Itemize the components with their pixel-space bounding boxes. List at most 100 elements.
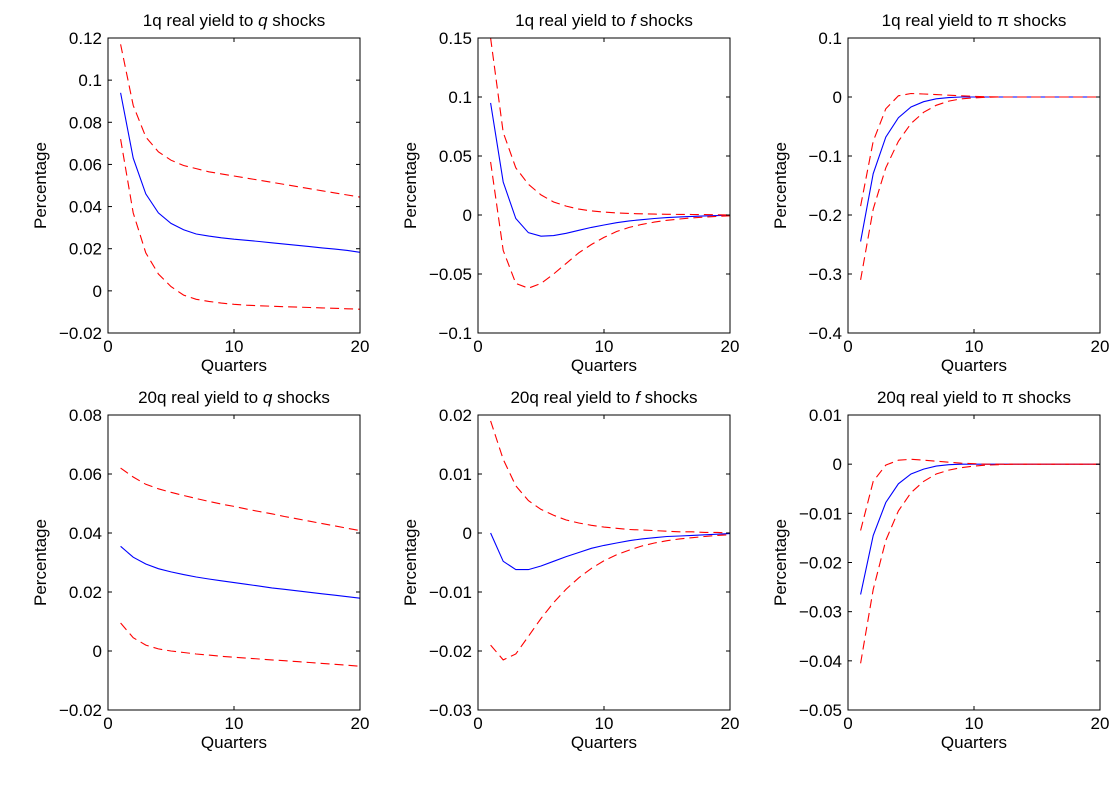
y-tick-label: −0.02 xyxy=(799,554,842,573)
series-upper-band xyxy=(490,38,730,216)
series-lower-band xyxy=(120,622,360,667)
series-group xyxy=(120,467,360,667)
y-tick-label: −0.03 xyxy=(429,701,472,720)
series-upper-band xyxy=(860,92,1100,207)
y-tick-label: 0.08 xyxy=(69,113,102,132)
y-tick-label: 0 xyxy=(463,206,472,225)
y-tick-label: 0.04 xyxy=(69,198,102,217)
series-upper-band xyxy=(860,458,1100,531)
x-tick-label: 20 xyxy=(351,337,370,356)
series-response xyxy=(860,96,1100,242)
y-axis-label: Percentage xyxy=(31,142,50,229)
title-symbol: q xyxy=(258,11,268,30)
y-tick-label: −0.05 xyxy=(799,701,842,720)
title-suffix: shocks xyxy=(635,11,693,30)
y-tick-label: −0.1 xyxy=(808,147,842,166)
x-tick-label: 10 xyxy=(965,337,984,356)
series-lower-band xyxy=(490,534,730,661)
series-lower-band xyxy=(860,96,1100,280)
x-tick-label: 20 xyxy=(721,337,740,356)
series-group xyxy=(860,458,1100,664)
axes-frame xyxy=(107,37,361,334)
title-suffix: shocks xyxy=(640,388,698,407)
y-axis-label: Percentage xyxy=(771,519,790,606)
x-tick-label: 0 xyxy=(843,714,852,733)
x-axis-label: Quarters xyxy=(941,733,1007,752)
series-response xyxy=(860,463,1100,595)
panel-3: 0 10 20 −0.4 −0.3 −0.2 −0.1 0 0.1 Quarters Percent… xyxy=(771,11,1109,375)
panel-title: 20q real yield to π shocks xyxy=(877,388,1071,407)
y-tick-label: 0.15 xyxy=(439,29,472,48)
x-tick-label: 20 xyxy=(1091,337,1110,356)
y-tick-label: −0.2 xyxy=(808,206,842,225)
y-tick-label: 0.05 xyxy=(439,147,472,166)
y-tick-label: 0.08 xyxy=(69,406,102,425)
x-axis-label: Quarters xyxy=(201,356,267,375)
y-tick-label: 0.02 xyxy=(69,240,102,259)
y-tick-label: −0.02 xyxy=(59,701,102,720)
x-axis-label: Quarters xyxy=(941,356,1007,375)
series-upper-band xyxy=(120,44,360,198)
series-group xyxy=(860,92,1100,280)
y-tick-label: −0.4 xyxy=(808,324,842,343)
y-tick-label: 0 xyxy=(463,524,472,543)
panel-5: 0 10 20 −0.03 −0.02 −0.01 0 0.01 0.02 Quarters Per… xyxy=(401,388,739,752)
y-tick-label: 0.12 xyxy=(69,29,102,48)
title-symbol: q xyxy=(263,388,273,407)
title-prefix: 1q real yield to xyxy=(143,11,258,30)
series-group xyxy=(490,38,730,289)
title-suffix: shocks xyxy=(272,388,330,407)
y-tick-label: 0.1 xyxy=(78,71,102,90)
y-tick-label: 0.1 xyxy=(818,29,842,48)
axes-frame xyxy=(477,414,731,711)
x-tick-label: 10 xyxy=(595,337,614,356)
series-group xyxy=(120,44,360,310)
y-tick-label: −0.02 xyxy=(429,642,472,661)
y-tick-label: −0.02 xyxy=(59,324,102,343)
y-tick-label: 0 xyxy=(833,88,842,107)
y-tick-label: 0.06 xyxy=(69,155,102,174)
axes-frame xyxy=(477,37,731,334)
y-tick-label: 0 xyxy=(93,642,102,661)
y-axis-label: Percentage xyxy=(401,142,420,229)
panel-2: 0 10 20 −0.1 −0.05 0 0.05 0.1 0.15 Quarters Percen… xyxy=(401,11,739,375)
y-tick-label: 0 xyxy=(93,282,102,301)
x-tick-label: 0 xyxy=(103,337,112,356)
y-tick-label: 0.01 xyxy=(809,406,842,425)
title-prefix: 20q real yield to xyxy=(877,388,1002,407)
y-tick-label: −0.01 xyxy=(799,504,842,523)
y-axis-label: Percentage xyxy=(31,519,50,606)
y-axis-label: Percentage xyxy=(401,519,420,606)
x-tick-label: 10 xyxy=(225,714,244,733)
y-tick-label: 0.02 xyxy=(69,583,102,602)
y-tick-label: 0.04 xyxy=(69,524,102,543)
y-tick-label: 0.01 xyxy=(439,465,472,484)
panel-6: 0 10 20 −0.05 −0.04 −0.03 −0.02 −0.01 0 0.01 Quart… xyxy=(771,388,1109,752)
panel-title: 1q real yield to π shocks xyxy=(882,11,1067,30)
title-prefix: 1q real yield to xyxy=(882,11,997,30)
series-lower-band xyxy=(860,463,1100,664)
axes-frame xyxy=(847,414,1101,711)
title-suffix: shocks xyxy=(268,11,326,30)
x-axis-label: Quarters xyxy=(201,733,267,752)
title-suffix: shocks xyxy=(1009,11,1067,30)
title-suffix: shocks xyxy=(1013,388,1071,407)
y-tick-label: 0.02 xyxy=(439,406,472,425)
title-symbol: π xyxy=(1002,388,1014,407)
x-tick-label: 0 xyxy=(473,337,482,356)
x-axis-label: Quarters xyxy=(571,356,637,375)
y-tick-label: −0.3 xyxy=(808,265,842,284)
title-symbol: f xyxy=(630,11,637,30)
x-tick-label: 20 xyxy=(721,714,740,733)
x-tick-label: 0 xyxy=(843,337,852,356)
title-symbol: π xyxy=(997,11,1009,30)
panel-4: 0 10 20−0.0200.020.040.060.08QuartersPerce… xyxy=(31,388,369,752)
series-response xyxy=(120,545,360,599)
y-tick-label: 0 xyxy=(833,455,842,474)
panel-title: 20q real yield to f shocks xyxy=(510,388,697,407)
x-tick-label: 0 xyxy=(103,714,112,733)
title-prefix: 1q real yield to xyxy=(515,11,630,30)
series-upper-band xyxy=(490,420,730,534)
series-lower-band xyxy=(120,139,360,310)
